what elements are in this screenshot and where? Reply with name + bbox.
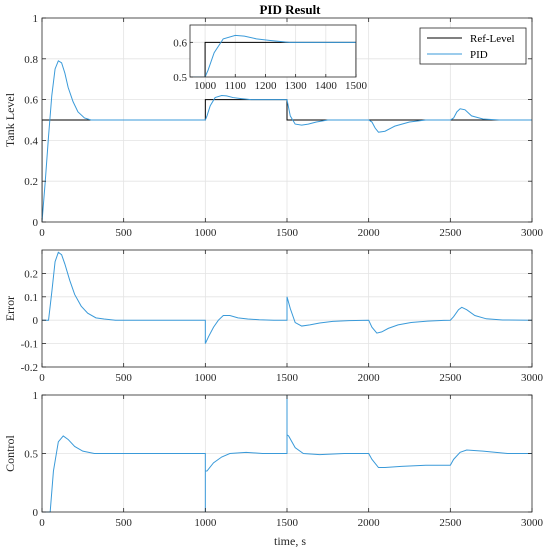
y-tick-label: 0	[33, 315, 39, 327]
series-line-pid	[42, 395, 532, 513]
y-tick-label: 0.8	[24, 54, 38, 66]
x-tick-label: 0	[39, 227, 45, 239]
x-tick-label: 2000	[358, 227, 381, 239]
y-tick-label: 0.2	[24, 176, 38, 188]
y-tick-label: 0	[33, 507, 39, 519]
x-tick-label: 1000	[194, 517, 217, 529]
legend-label-pid: PID	[470, 49, 488, 61]
y-tick-label: -0.1	[21, 339, 38, 351]
x-tick-label: 3000	[521, 517, 544, 529]
x-tick-label: 1000	[194, 227, 217, 239]
x-tick-label: 2000	[358, 372, 381, 384]
x-tick-label: 2500	[439, 227, 462, 239]
inset-x-tick-label: 1500	[345, 80, 368, 92]
x-tick-label: 1000	[194, 372, 217, 384]
x-tick-label: 1500	[276, 517, 299, 529]
legend-box	[419, 27, 527, 65]
inset-x-tick-label: 1100	[224, 80, 246, 92]
y-tick-label: -0.2	[21, 362, 38, 374]
legend-label-ref: Ref-Level	[470, 33, 515, 45]
x-tick-label: 500	[115, 372, 132, 384]
x-tick-label: 1500	[276, 372, 299, 384]
inset-x-tick-label: 1200	[254, 80, 277, 92]
inset-frame	[189, 24, 357, 78]
x-tick-label: 2500	[439, 517, 462, 529]
control-axes: 0 500 1000 1500 2000 2500 3000 0 0.5 1 Control	[3, 390, 544, 529]
inset-x-tick-label: 1400	[315, 80, 338, 92]
x-tick-label: 500	[115, 227, 132, 239]
x-tick-label: 0	[39, 372, 45, 384]
series-line-pid	[42, 251, 532, 344]
inset-y-tick-label: 0.6	[173, 37, 187, 49]
chart-title: PID Result	[259, 2, 321, 17]
y-tick-label: 0.6	[24, 95, 38, 107]
inset-plot-area	[190, 25, 356, 77]
x-tick-label: 0	[39, 517, 45, 529]
x-tick-label: 500	[115, 517, 132, 529]
error-axes: 0 500 1000 1500 2000 2500 3000 -0.2 -0.1 0 0.1 0.2 E…	[3, 249, 544, 384]
x-tick-label: 2500	[439, 372, 462, 384]
y-tick-label: 0	[33, 217, 39, 229]
y-tick-label: 0.2	[24, 268, 38, 280]
y-axis-label: Control	[3, 435, 17, 472]
y-tick-label: 1	[33, 13, 39, 25]
x-tick-label: 3000	[521, 227, 544, 239]
inset-axes: 1000 1100 1200 1300 1400 1500 0.5 0.6	[173, 24, 368, 92]
y-axis-label: Error	[3, 296, 17, 321]
y-tick-label: 0.4	[24, 135, 38, 147]
inset-y-tick-label: 0.5	[173, 72, 187, 84]
y-tick-label: 1	[33, 390, 39, 402]
legend: Ref-Level PID	[419, 27, 527, 65]
y-tick-label: 0.1	[24, 292, 38, 304]
y-axis-label: Tank Level	[3, 92, 17, 147]
inset-x-tick-label: 1000	[194, 80, 217, 92]
x-tick-label: 1500	[276, 227, 299, 239]
x-tick-label: 2000	[358, 517, 381, 529]
x-tick-label: 3000	[521, 372, 544, 384]
x-axis-label: time, s	[274, 534, 306, 548]
inset-x-tick-label: 1300	[285, 80, 308, 92]
series-line-pid	[42, 60, 532, 223]
y-tick-label: 0.5	[24, 449, 38, 461]
